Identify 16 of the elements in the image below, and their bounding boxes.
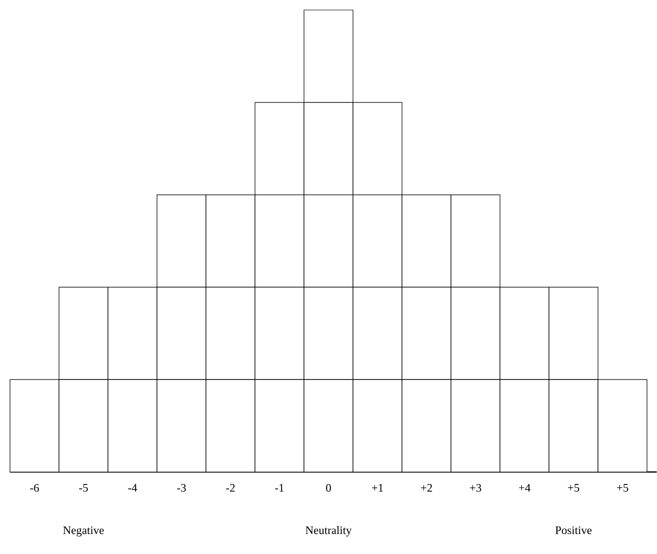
x-tick-label: -5 <box>79 484 88 492</box>
text: Neutrality <box>306 526 352 536</box>
x-tick-label: -1 <box>275 484 284 492</box>
x-tick-label: +5 <box>568 484 580 492</box>
x-tick-label: +5 <box>616 484 628 492</box>
x-tick-label: 0 <box>326 484 331 492</box>
x-tick-label: +3 <box>470 484 482 492</box>
x-tick-label: +4 <box>518 484 530 492</box>
x-tick-label: -2 <box>226 484 235 492</box>
text: Positive <box>555 526 592 534</box>
x-tick-label: -4 <box>128 484 138 492</box>
x-tick-label: -3 <box>177 484 186 492</box>
x-tick-label: +2 <box>420 484 432 492</box>
x-tick-label: -6 <box>30 484 39 492</box>
x-tick-label: +1 <box>372 484 383 492</box>
text: Negative <box>63 526 104 536</box>
